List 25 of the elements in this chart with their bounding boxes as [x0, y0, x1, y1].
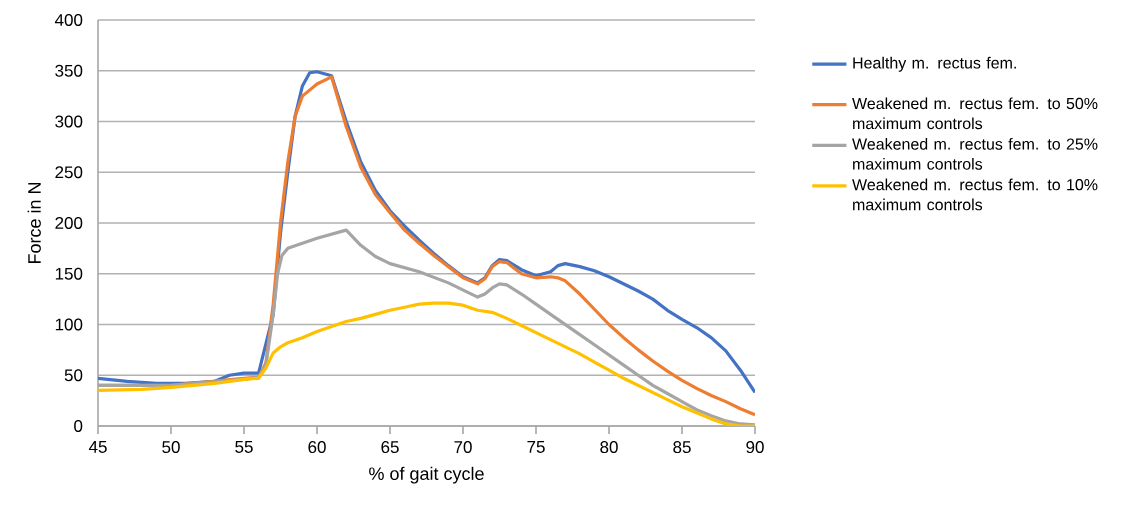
- y-tick-label: 150: [55, 267, 83, 280]
- x-tick-label: 70: [454, 441, 472, 454]
- legend-label: Weakened m. rectus fem. to 50% maximum controls: [852, 97, 1098, 130]
- y-tick-label: 350: [55, 64, 83, 77]
- y-tick-label: 100: [55, 318, 83, 331]
- legend-label: Weakened m. rectus fem. to 25% maximum controls: [852, 137, 1098, 170]
- x-tick-label: 85: [673, 441, 691, 454]
- y-axis-title: Force in N: [27, 182, 41, 264]
- y-tick-label: 0: [74, 419, 83, 432]
- x-tick-label: 60: [308, 441, 326, 454]
- y-tick-label: 400: [54, 13, 83, 26]
- x-axis-title: % of gait cycle: [369, 466, 484, 484]
- y-tick-label: 300: [55, 115, 83, 128]
- y-tick-label: 200: [55, 216, 83, 229]
- y-tick-label: 250: [55, 166, 83, 179]
- x-tick-label: 45: [88, 441, 107, 453]
- x-tick-label: 80: [600, 441, 618, 454]
- x-tick-label: 50: [162, 441, 180, 454]
- x-tick-label: 55: [235, 441, 253, 453]
- legend-label: Healthy m. rectus fem.: [853, 56, 1016, 72]
- x-tick-label: 90: [746, 441, 764, 454]
- y-tick-label: 50: [64, 369, 83, 382]
- x-tick-label: 75: [527, 441, 545, 453]
- x-tick-label: 65: [381, 441, 399, 454]
- legend-label: Weakened m. rectus fem. to 10% maximum controls: [852, 178, 1098, 211]
